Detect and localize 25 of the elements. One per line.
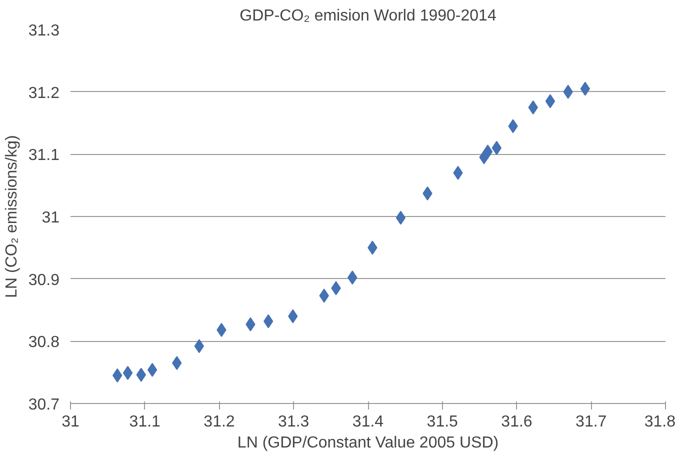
point <box>396 210 406 225</box>
point <box>580 82 590 96</box>
y-tick-label: 30.9 <box>28 272 60 289</box>
x-tick-label: 31.6 <box>501 414 532 430</box>
y-tick-label: 31.3 <box>28 22 60 40</box>
y-tick-label: 30.8 <box>28 334 60 352</box>
chart-title: GDP-CO₂ emision World 1990-2014 <box>240 8 496 24</box>
x-tick-label: 31 <box>62 414 80 430</box>
point <box>545 94 556 108</box>
y-axis-title: LN (CO₂ emissions/kg) <box>3 135 20 298</box>
y-tick-label: 31 <box>42 210 60 226</box>
x-tick-label: 31.8 <box>644 414 675 430</box>
y-tick-label: 30.7 <box>28 396 60 414</box>
y-tick-label: 31.1 <box>28 147 60 164</box>
x-tick-label: 31.5 <box>426 414 458 430</box>
point <box>482 144 493 159</box>
x-tick-label: 31.2 <box>204 414 235 430</box>
x-tick-label: 31.7 <box>576 414 607 430</box>
point <box>147 362 158 377</box>
x-tick-label: 31.4 <box>352 414 384 430</box>
y-tick-label: 31.2 <box>28 84 60 102</box>
x-tick-label: 31.3 <box>278 414 310 430</box>
point <box>122 366 133 380</box>
x-axis-title: LN (GDP/Constant Value 2005 USD) <box>237 434 499 452</box>
x-tick-label: 31.1 <box>129 414 161 430</box>
